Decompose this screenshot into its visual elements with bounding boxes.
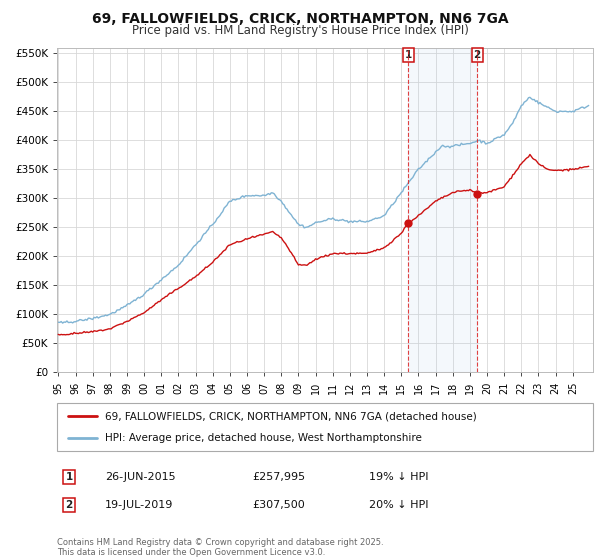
Text: £257,995: £257,995 (252, 472, 305, 482)
Text: £307,500: £307,500 (252, 500, 305, 510)
Text: 2: 2 (65, 500, 73, 510)
Text: 69, FALLOWFIELDS, CRICK, NORTHAMPTON, NN6 7GA (detached house): 69, FALLOWFIELDS, CRICK, NORTHAMPTON, NN… (105, 411, 477, 421)
Text: 1: 1 (405, 50, 412, 60)
Text: 26-JUN-2015: 26-JUN-2015 (105, 472, 176, 482)
Text: 2: 2 (473, 50, 481, 60)
Text: 69, FALLOWFIELDS, CRICK, NORTHAMPTON, NN6 7GA: 69, FALLOWFIELDS, CRICK, NORTHAMPTON, NN… (92, 12, 508, 26)
Text: 20% ↓ HPI: 20% ↓ HPI (369, 500, 428, 510)
Text: 1: 1 (65, 472, 73, 482)
Text: 19-JUL-2019: 19-JUL-2019 (105, 500, 173, 510)
Bar (409, 48, 477, 372)
Text: Contains HM Land Registry data © Crown copyright and database right 2025.
This d: Contains HM Land Registry data © Crown c… (57, 538, 383, 557)
Text: Price paid vs. HM Land Registry's House Price Index (HPI): Price paid vs. HM Land Registry's House … (131, 24, 469, 36)
Text: HPI: Average price, detached house, West Northamptonshire: HPI: Average price, detached house, West… (105, 433, 422, 443)
Text: 19% ↓ HPI: 19% ↓ HPI (369, 472, 428, 482)
